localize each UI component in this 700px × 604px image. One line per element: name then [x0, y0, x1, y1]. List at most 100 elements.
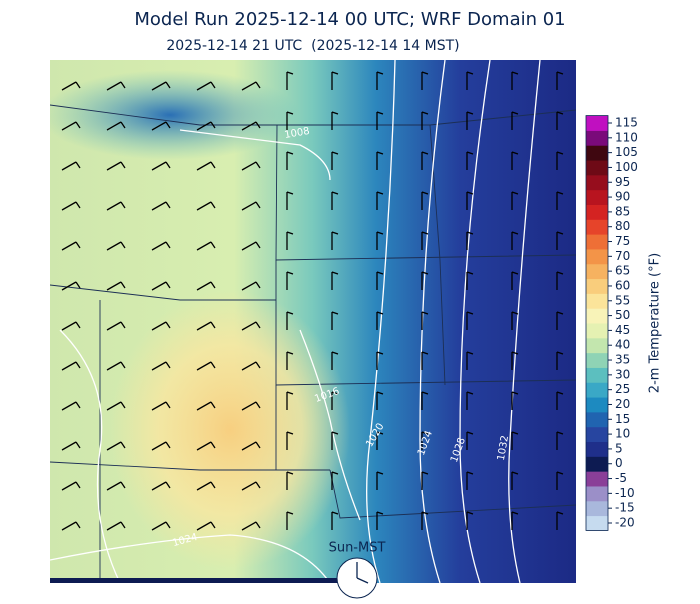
map-edge: [50, 578, 350, 583]
colorbar-band: [586, 160, 608, 176]
wind-barb: [286, 111, 294, 130]
colorbar-band: [586, 485, 608, 502]
colorbar-tick-label: 70: [615, 249, 630, 263]
wind-barb: [376, 71, 384, 90]
wind-barb: [556, 71, 564, 90]
wind-barb: [511, 71, 519, 90]
colorbar-band: [586, 204, 608, 220]
wind-barb: [376, 271, 384, 290]
colorbar-tick-label: 80: [615, 219, 630, 233]
wind-barb: [376, 431, 384, 450]
wind-barb: [151, 81, 171, 91]
wind-barb: [421, 271, 429, 290]
wind-barb: [106, 441, 126, 451]
title: Model Run 2025-12-14 00 UTC; WRF Domain …: [134, 9, 565, 30]
wind-barb: [61, 161, 81, 171]
wind-barb: [556, 231, 564, 250]
wind-barb: [421, 431, 429, 450]
wind-barb: [466, 271, 474, 290]
wind-barb: [556, 511, 564, 530]
wind-barb: [331, 111, 339, 130]
colorbar-tick-label: -10: [615, 486, 635, 500]
wind-barb: [556, 151, 564, 170]
colorbar-band: [586, 115, 608, 131]
wind-barb: [151, 401, 171, 411]
wind-barb: [286, 271, 294, 290]
wind-barb: [61, 401, 81, 411]
wind-barb: [421, 511, 429, 530]
wind-barb: [466, 71, 474, 90]
wind-barb: [376, 191, 384, 210]
wind-barb: [151, 361, 171, 371]
wind-barb: [106, 201, 126, 211]
wind-barb: [376, 351, 384, 370]
wind-barb: [106, 401, 126, 411]
colorbar-band: [586, 471, 608, 487]
colorbar-band: [586, 397, 608, 413]
wind-barb: [466, 351, 474, 370]
wind-barb: [106, 161, 126, 171]
wind-barb: [196, 361, 216, 371]
wind-barb: [286, 391, 294, 410]
wind-barb: [331, 191, 339, 210]
colorbar-band: [586, 219, 608, 235]
wind-barb: [331, 471, 339, 490]
wind-barb: [556, 191, 564, 210]
wind-barb: [511, 511, 519, 530]
wind-barb: [556, 431, 564, 450]
colorbar-band: [586, 352, 608, 368]
wind-barb: [421, 391, 429, 410]
wind-barb: [421, 71, 429, 90]
wind-barb: [421, 311, 429, 330]
wind-barb: [241, 521, 261, 531]
colorbar-tick-label: 45: [615, 323, 630, 337]
wind-barb: [196, 441, 216, 451]
wind-barb: [151, 441, 171, 451]
wind-barb: [106, 81, 126, 91]
wind-barb: [196, 121, 216, 131]
warm-region: [110, 290, 350, 570]
wind-barb: [466, 111, 474, 130]
wind-barb: [61, 521, 81, 531]
wind-barb: [106, 281, 126, 291]
wind-barb: [286, 511, 294, 530]
colorbar-band: [586, 130, 608, 146]
wind-barb: [196, 201, 216, 211]
isobar-label: 1008: [284, 126, 311, 141]
wind-barb: [61, 81, 81, 91]
wind-barb: [106, 121, 126, 131]
colorbar-band: [586, 145, 608, 161]
wind-barb: [331, 351, 339, 370]
colorbar-tick-label: 110: [615, 130, 638, 144]
wind-barb: [61, 241, 81, 251]
wind-barb: [556, 351, 564, 370]
wind-barb: [286, 191, 294, 210]
isobars: [50, 60, 541, 583]
wind-barb: [556, 471, 564, 490]
isobar-label: 1032: [496, 435, 511, 462]
colorbar-tick-label: 20: [615, 397, 630, 411]
wind-barb: [196, 481, 216, 491]
wind-barb: [421, 111, 429, 130]
wind-barb: [286, 231, 294, 250]
wind-barb: [511, 231, 519, 250]
colorbar-tick-label: 15: [615, 412, 630, 426]
wind-barb: [286, 311, 294, 330]
wind-barb: [511, 431, 519, 450]
wind-barb: [286, 71, 294, 90]
wind-barb: [376, 231, 384, 250]
wind-barb: [511, 271, 519, 290]
wind-barb: [376, 391, 384, 410]
wind-barb: [466, 231, 474, 250]
colorbar-tick-label: 25: [615, 382, 630, 396]
wind-barb: [151, 241, 171, 251]
colorbar-tick-label: 50: [615, 308, 630, 322]
colorbar-band: [586, 337, 608, 354]
colorbar-band: [586, 382, 608, 398]
wind-barb: [151, 481, 171, 491]
colorbar-tick-label: -5: [615, 471, 627, 485]
wind-barb: [331, 271, 339, 290]
wind-barb: [196, 161, 216, 171]
colorbar-tick-label: -15: [615, 501, 635, 515]
wind-barb: [61, 121, 81, 131]
